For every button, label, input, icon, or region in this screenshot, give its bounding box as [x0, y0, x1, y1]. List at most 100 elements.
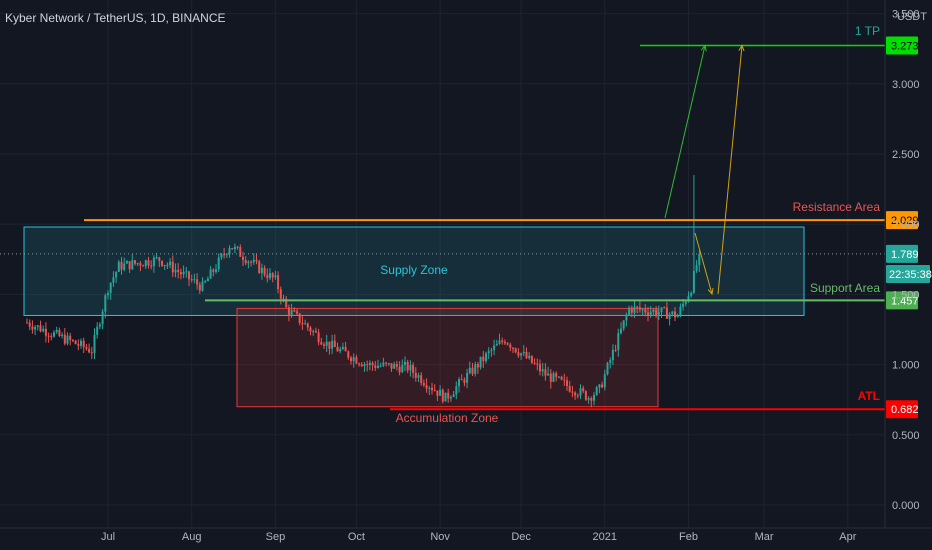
candle-body: [557, 376, 560, 378]
x-tick-label: Mar: [755, 531, 774, 543]
candle-body: [104, 295, 107, 312]
candle-body: [63, 334, 66, 344]
candle-body: [474, 364, 477, 374]
candle-body: [428, 387, 431, 389]
candle-body: [263, 267, 266, 275]
candle-body: [312, 331, 315, 333]
candle-body: [517, 352, 520, 356]
candle-body: [509, 344, 512, 348]
resistance-badge: 2.029: [891, 215, 919, 227]
candle-body: [620, 328, 622, 334]
candle-body: [447, 392, 450, 399]
candle-body: [344, 346, 347, 352]
candle-body: [522, 351, 525, 354]
candle-body: [309, 327, 312, 332]
candle-body: [652, 309, 655, 312]
projection-arrow-up-head: [700, 44, 707, 52]
candle-body: [606, 362, 609, 375]
y-tick-label: 1.000: [892, 360, 920, 372]
candle-body: [193, 279, 196, 281]
candle-body: [665, 307, 668, 319]
candle-body: [314, 331, 317, 333]
candle-body: [622, 320, 625, 329]
y-tick-label: 2.000: [892, 219, 920, 231]
candle-body: [549, 373, 552, 382]
candle-body: [412, 365, 415, 373]
candle-body: [692, 270, 695, 293]
candle-body: [630, 307, 633, 313]
candle-body: [55, 329, 58, 333]
candle-body: [506, 343, 509, 345]
candle-body: [158, 257, 161, 261]
candle-body: [53, 332, 55, 337]
candle-body: [395, 363, 398, 367]
candle-body: [44, 328, 47, 336]
candle-body: [439, 389, 442, 396]
candle-body: [255, 259, 258, 262]
x-tick-label: 2021: [593, 531, 617, 543]
candle-body: [684, 301, 687, 304]
candle-body: [185, 271, 188, 273]
y-tick-label: 3.500: [892, 9, 920, 21]
candle-body: [657, 312, 660, 315]
candle-body: [39, 325, 42, 332]
candle-body: [404, 361, 406, 365]
candle-body: [71, 340, 74, 342]
candle-body: [144, 260, 147, 267]
candle-body: [277, 275, 280, 290]
current-price-badge-bg: [886, 244, 918, 263]
candle-body: [34, 326, 37, 330]
candle-body: [101, 311, 104, 325]
candle-body: [228, 248, 231, 255]
candle-body: [598, 384, 601, 388]
candle-body: [50, 336, 53, 338]
candle-body: [468, 367, 471, 373]
candle-body: [298, 313, 301, 324]
candle-body: [152, 257, 155, 267]
current-price-badge: 1.789: [891, 249, 919, 261]
candle-body: [125, 261, 128, 264]
candle-body: [366, 364, 369, 366]
candle-body: [206, 278, 209, 282]
candle-body: [239, 247, 242, 257]
candle-body: [188, 271, 190, 280]
candle-body: [552, 373, 555, 382]
candle-body: [406, 361, 409, 371]
candle-body: [74, 340, 77, 345]
candle-body: [398, 366, 401, 373]
candle-body: [417, 375, 420, 378]
candle-body: [88, 348, 91, 353]
candle-body: [660, 307, 663, 313]
candle-body: [355, 357, 358, 364]
candle-body: [142, 265, 145, 267]
candle-body: [536, 363, 539, 365]
y-tick-label: 1.500: [892, 289, 920, 301]
candle-body: [204, 281, 207, 283]
candle-body: [409, 365, 412, 371]
candle-body: [625, 314, 628, 321]
projection-arrow-up-2: [717, 45, 743, 295]
candle-body: [638, 307, 641, 310]
candle-body: [644, 309, 647, 313]
candle-body: [360, 364, 363, 367]
y-tick-label: 3.000: [892, 79, 920, 91]
candle-body: [530, 355, 533, 363]
candle-body: [568, 385, 571, 392]
candle-body: [274, 275, 277, 278]
candle-body: [436, 390, 439, 396]
candle-body: [463, 379, 466, 383]
candle-body: [131, 260, 134, 270]
candle-body: [393, 363, 396, 369]
candle-body: [528, 355, 531, 359]
candle-body: [120, 261, 123, 270]
candle-body: [209, 269, 212, 279]
support-badge-bg: [886, 291, 918, 310]
tp-label: 1 TP: [855, 24, 880, 38]
candle-body: [358, 363, 361, 365]
candle-body: [444, 392, 447, 402]
candle-body: [368, 362, 371, 366]
candle-body: [690, 292, 693, 296]
candle-body: [601, 384, 604, 388]
